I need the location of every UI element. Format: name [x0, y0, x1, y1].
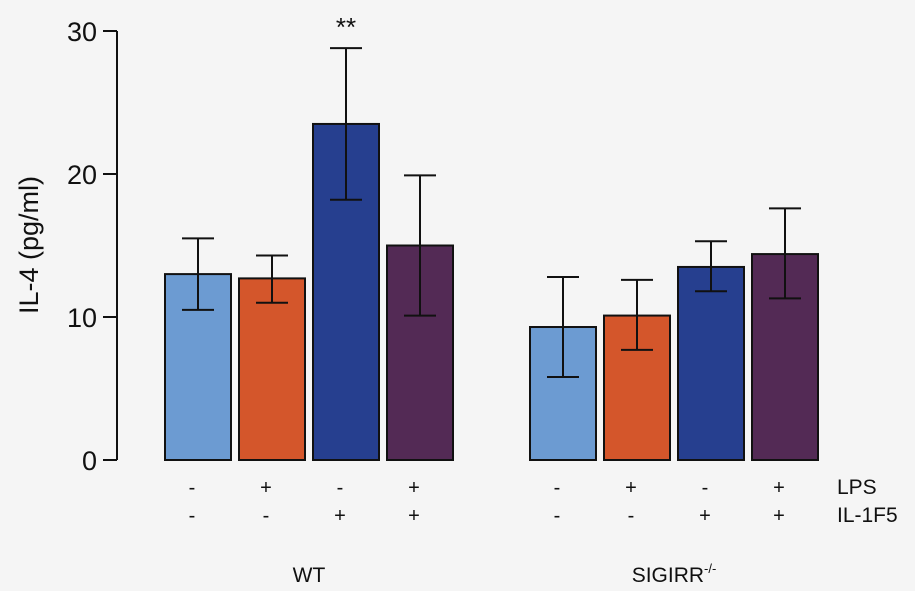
- y-axis-label: IL-4 (pg/ml): [14, 176, 44, 314]
- y-tick-label-0: 0: [82, 446, 97, 476]
- lps-sign-wt-3: -: [337, 477, 344, 499]
- condition-labels: - - + - - + + + - - + - - + + +: [189, 477, 785, 527]
- y-tick-label-30: 30: [67, 17, 97, 47]
- row-label-il1f5: IL-1F5: [837, 504, 898, 527]
- group-labels: WT SIGIRR-/-: [293, 561, 717, 587]
- y-tick-label-20: 20: [67, 160, 97, 190]
- group-label-superscript: -/-: [704, 561, 716, 576]
- significance-wt-3: **: [336, 12, 356, 42]
- il1f5-sign-sigirr-3: +: [699, 505, 711, 527]
- bar-wt-2: [238, 277, 306, 462]
- il1f5-sign-wt-3: +: [334, 505, 346, 527]
- lps-sign-sigirr-4: +: [773, 477, 785, 499]
- lps-sign-sigirr-2: +: [625, 477, 637, 499]
- lps-sign-wt-4: +: [408, 477, 420, 499]
- il1f5-sign-sigirr-2: -: [628, 505, 635, 527]
- bar-sigirr-3: [677, 265, 745, 462]
- lps-sign-sigirr-1: -: [554, 477, 561, 499]
- row-label-lps: LPS: [837, 476, 877, 499]
- y-axis: 0 10 20 30: [67, 17, 118, 476]
- il1f5-sign-wt-2: -: [263, 505, 270, 527]
- bars-layer: **: [164, 12, 819, 462]
- il1f5-sign-wt-4: +: [408, 505, 420, 527]
- lps-sign-sigirr-3: -: [702, 477, 709, 499]
- group-label-sigirr: SIGIRR-/-: [632, 561, 717, 587]
- il1f5-sign-sigirr-4: +: [773, 505, 785, 527]
- lps-sign-wt-1: -: [189, 477, 196, 499]
- y-tick-label-10: 10: [67, 303, 97, 333]
- il1f5-sign-sigirr-1: -: [554, 505, 561, 527]
- group-label-wt: WT: [293, 564, 326, 587]
- bar-sigirr-2: [603, 314, 671, 461]
- lps-sign-wt-2: +: [260, 477, 272, 499]
- il1f5-sign-wt-1: -: [189, 505, 196, 527]
